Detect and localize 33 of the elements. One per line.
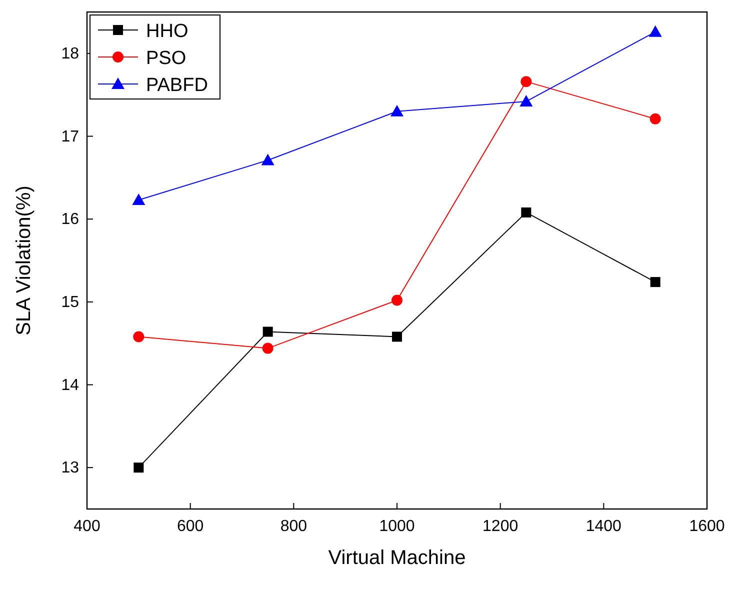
y-tick-label: 14: [61, 376, 80, 394]
x-tick-label: 800: [280, 518, 308, 535]
point: [520, 76, 532, 88]
x-tick-label: 600: [176, 518, 204, 535]
point: [648, 25, 662, 37]
y-tick-label: 13: [61, 460, 80, 477]
y-tick-label: 15: [61, 294, 80, 311]
point: [521, 207, 532, 218]
point: [650, 113, 661, 124]
point: [390, 104, 404, 116]
legend-label: PABFD: [146, 75, 208, 96]
legend-label: PSO: [146, 48, 186, 69]
point: [132, 194, 146, 206]
x-tick-label: 1400: [586, 518, 622, 535]
point: [650, 277, 660, 288]
point: [133, 331, 144, 342]
y-tick-label: 16: [61, 211, 80, 228]
y-tick-label: 18: [61, 45, 80, 62]
point: [392, 294, 402, 306]
x-tick-label: 1200: [482, 518, 518, 535]
point: [261, 154, 274, 166]
point: [262, 326, 273, 337]
x-tick-label: 1600: [689, 518, 725, 535]
x-tick-label: 1000: [379, 518, 415, 535]
legend-label: HHO: [146, 21, 188, 42]
point: [262, 342, 274, 354]
y-tick-label: 17: [61, 128, 80, 146]
x-axis-title: Virtual Machine: [328, 547, 466, 569]
point: [134, 462, 144, 473]
point: [520, 94, 533, 106]
point: [392, 332, 402, 342]
x-tick-label: 400: [74, 518, 100, 535]
y-axis-title: SLA Violation(%): [13, 186, 35, 336]
